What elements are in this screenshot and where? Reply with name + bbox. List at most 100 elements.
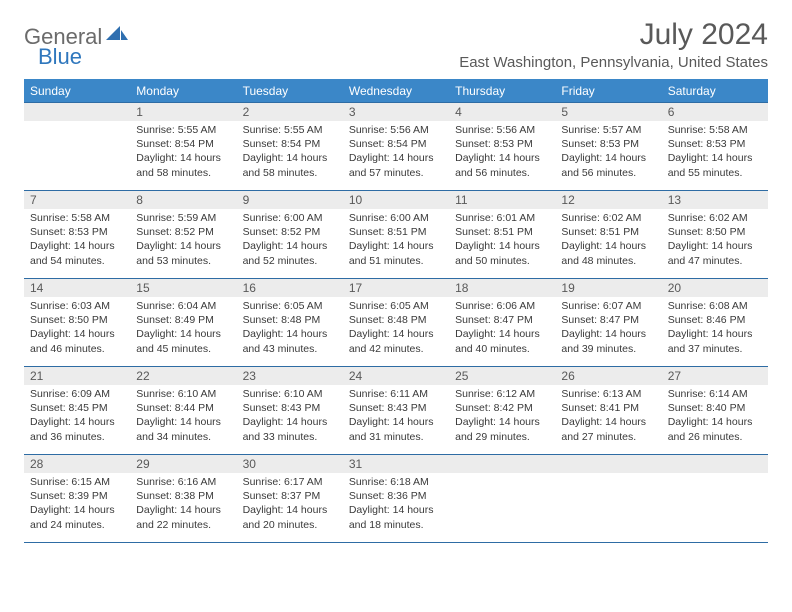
day-data: Sunrise: 6:15 AMSunset: 8:39 PMDaylight:…	[24, 473, 130, 536]
calendar-cell: 19Sunrise: 6:07 AMSunset: 8:47 PMDayligh…	[555, 279, 661, 367]
calendar-cell: 4Sunrise: 5:56 AMSunset: 8:53 PMDaylight…	[449, 103, 555, 191]
sunset-line: Sunset: 8:43 PM	[349, 402, 427, 414]
sunset-line: Sunset: 8:51 PM	[561, 226, 639, 238]
sunrise-line: Sunrise: 5:58 AM	[30, 212, 110, 224]
sunrise-line: Sunrise: 6:13 AM	[561, 388, 641, 400]
day-data: Sunrise: 6:05 AMSunset: 8:48 PMDaylight:…	[343, 297, 449, 360]
sunset-line: Sunset: 8:41 PM	[561, 402, 639, 414]
calendar-cell: 14Sunrise: 6:03 AMSunset: 8:50 PMDayligh…	[24, 279, 130, 367]
sunrise-line: Sunrise: 6:15 AM	[30, 476, 110, 488]
day-number: 10	[343, 191, 449, 209]
day-number: 18	[449, 279, 555, 297]
daylight-line: Daylight: 14 hours and 57 minutes.	[349, 152, 434, 178]
day-data: Sunrise: 6:11 AMSunset: 8:43 PMDaylight:…	[343, 385, 449, 448]
sunset-line: Sunset: 8:42 PM	[455, 402, 533, 414]
calendar-cell: 21Sunrise: 6:09 AMSunset: 8:45 PMDayligh…	[24, 367, 130, 455]
calendar-cell	[24, 103, 130, 191]
calendar-cell: 29Sunrise: 6:16 AMSunset: 8:38 PMDayligh…	[130, 455, 236, 543]
calendar-cell: 9Sunrise: 6:00 AMSunset: 8:52 PMDaylight…	[237, 191, 343, 279]
daylight-line: Daylight: 14 hours and 53 minutes.	[136, 240, 221, 266]
weekday-header: Monday	[130, 80, 236, 103]
day-data: Sunrise: 6:00 AMSunset: 8:52 PMDaylight:…	[237, 209, 343, 272]
day-number: 21	[24, 367, 130, 385]
day-data: Sunrise: 5:55 AMSunset: 8:54 PMDaylight:…	[237, 121, 343, 184]
sunrise-line: Sunrise: 6:00 AM	[243, 212, 323, 224]
calendar-cell: 18Sunrise: 6:06 AMSunset: 8:47 PMDayligh…	[449, 279, 555, 367]
calendar-cell: 24Sunrise: 6:11 AMSunset: 8:43 PMDayligh…	[343, 367, 449, 455]
calendar-cell: 31Sunrise: 6:18 AMSunset: 8:36 PMDayligh…	[343, 455, 449, 543]
daylight-line: Daylight: 14 hours and 39 minutes.	[561, 328, 646, 354]
daylight-line: Daylight: 14 hours and 58 minutes.	[136, 152, 221, 178]
calendar-cell: 8Sunrise: 5:59 AMSunset: 8:52 PMDaylight…	[130, 191, 236, 279]
day-number	[555, 455, 661, 473]
day-data: Sunrise: 6:05 AMSunset: 8:48 PMDaylight:…	[237, 297, 343, 360]
weekday-header: Saturday	[662, 80, 768, 103]
sunset-line: Sunset: 8:47 PM	[561, 314, 639, 326]
calendar-cell: 25Sunrise: 6:12 AMSunset: 8:42 PMDayligh…	[449, 367, 555, 455]
weekday-header: Tuesday	[237, 80, 343, 103]
sunset-line: Sunset: 8:54 PM	[243, 138, 321, 150]
day-data: Sunrise: 5:55 AMSunset: 8:54 PMDaylight:…	[130, 121, 236, 184]
day-data: Sunrise: 5:56 AMSunset: 8:54 PMDaylight:…	[343, 121, 449, 184]
day-data: Sunrise: 6:06 AMSunset: 8:47 PMDaylight:…	[449, 297, 555, 360]
sunset-line: Sunset: 8:53 PM	[561, 138, 639, 150]
day-data	[449, 473, 555, 533]
day-number	[449, 455, 555, 473]
sunset-line: Sunset: 8:53 PM	[30, 226, 108, 238]
daylight-line: Daylight: 14 hours and 33 minutes.	[243, 416, 328, 442]
calendar-cell	[449, 455, 555, 543]
day-data	[662, 473, 768, 533]
daylight-line: Daylight: 14 hours and 46 minutes.	[30, 328, 115, 354]
logo-sail-icon	[106, 26, 128, 40]
calendar-cell: 2Sunrise: 5:55 AMSunset: 8:54 PMDaylight…	[237, 103, 343, 191]
sunrise-line: Sunrise: 6:00 AM	[349, 212, 429, 224]
sunset-line: Sunset: 8:48 PM	[243, 314, 321, 326]
sunset-line: Sunset: 8:44 PM	[136, 402, 214, 414]
day-data: Sunrise: 6:04 AMSunset: 8:49 PMDaylight:…	[130, 297, 236, 360]
daylight-line: Daylight: 14 hours and 40 minutes.	[455, 328, 540, 354]
daylight-line: Daylight: 14 hours and 22 minutes.	[136, 504, 221, 530]
daylight-line: Daylight: 14 hours and 18 minutes.	[349, 504, 434, 530]
day-number: 15	[130, 279, 236, 297]
daylight-line: Daylight: 14 hours and 31 minutes.	[349, 416, 434, 442]
sunrise-line: Sunrise: 6:17 AM	[243, 476, 323, 488]
day-number: 25	[449, 367, 555, 385]
daylight-line: Daylight: 14 hours and 29 minutes.	[455, 416, 540, 442]
daylight-line: Daylight: 14 hours and 27 minutes.	[561, 416, 646, 442]
calendar-header: SundayMondayTuesdayWednesdayThursdayFrid…	[24, 80, 768, 103]
day-data: Sunrise: 6:17 AMSunset: 8:37 PMDaylight:…	[237, 473, 343, 536]
sunset-line: Sunset: 8:53 PM	[455, 138, 533, 150]
daylight-line: Daylight: 14 hours and 36 minutes.	[30, 416, 115, 442]
calendar-cell: 23Sunrise: 6:10 AMSunset: 8:43 PMDayligh…	[237, 367, 343, 455]
daylight-line: Daylight: 14 hours and 47 minutes.	[668, 240, 753, 266]
day-number: 24	[343, 367, 449, 385]
sunrise-line: Sunrise: 5:58 AM	[668, 124, 748, 136]
day-data: Sunrise: 5:56 AMSunset: 8:53 PMDaylight:…	[449, 121, 555, 184]
sunset-line: Sunset: 8:54 PM	[136, 138, 214, 150]
sunset-line: Sunset: 8:50 PM	[30, 314, 108, 326]
sunset-line: Sunset: 8:36 PM	[349, 490, 427, 502]
daylight-line: Daylight: 14 hours and 50 minutes.	[455, 240, 540, 266]
sunset-line: Sunset: 8:54 PM	[349, 138, 427, 150]
sunrise-line: Sunrise: 6:01 AM	[455, 212, 535, 224]
sunrise-line: Sunrise: 6:03 AM	[30, 300, 110, 312]
calendar-row: 1Sunrise: 5:55 AMSunset: 8:54 PMDaylight…	[24, 103, 768, 191]
sunrise-line: Sunrise: 5:55 AM	[243, 124, 323, 136]
day-number: 31	[343, 455, 449, 473]
sunset-line: Sunset: 8:50 PM	[668, 226, 746, 238]
header: General July 2024	[24, 18, 768, 52]
calendar-cell: 30Sunrise: 6:17 AMSunset: 8:37 PMDayligh…	[237, 455, 343, 543]
day-number: 22	[130, 367, 236, 385]
day-number: 30	[237, 455, 343, 473]
daylight-line: Daylight: 14 hours and 48 minutes.	[561, 240, 646, 266]
sunrise-line: Sunrise: 6:02 AM	[561, 212, 641, 224]
calendar-cell: 16Sunrise: 6:05 AMSunset: 8:48 PMDayligh…	[237, 279, 343, 367]
calendar-cell: 6Sunrise: 5:58 AMSunset: 8:53 PMDaylight…	[662, 103, 768, 191]
sunrise-line: Sunrise: 6:02 AM	[668, 212, 748, 224]
day-number: 7	[24, 191, 130, 209]
day-data	[24, 121, 130, 181]
day-number	[24, 103, 130, 121]
daylight-line: Daylight: 14 hours and 42 minutes.	[349, 328, 434, 354]
sunrise-line: Sunrise: 6:04 AM	[136, 300, 216, 312]
calendar-cell: 26Sunrise: 6:13 AMSunset: 8:41 PMDayligh…	[555, 367, 661, 455]
